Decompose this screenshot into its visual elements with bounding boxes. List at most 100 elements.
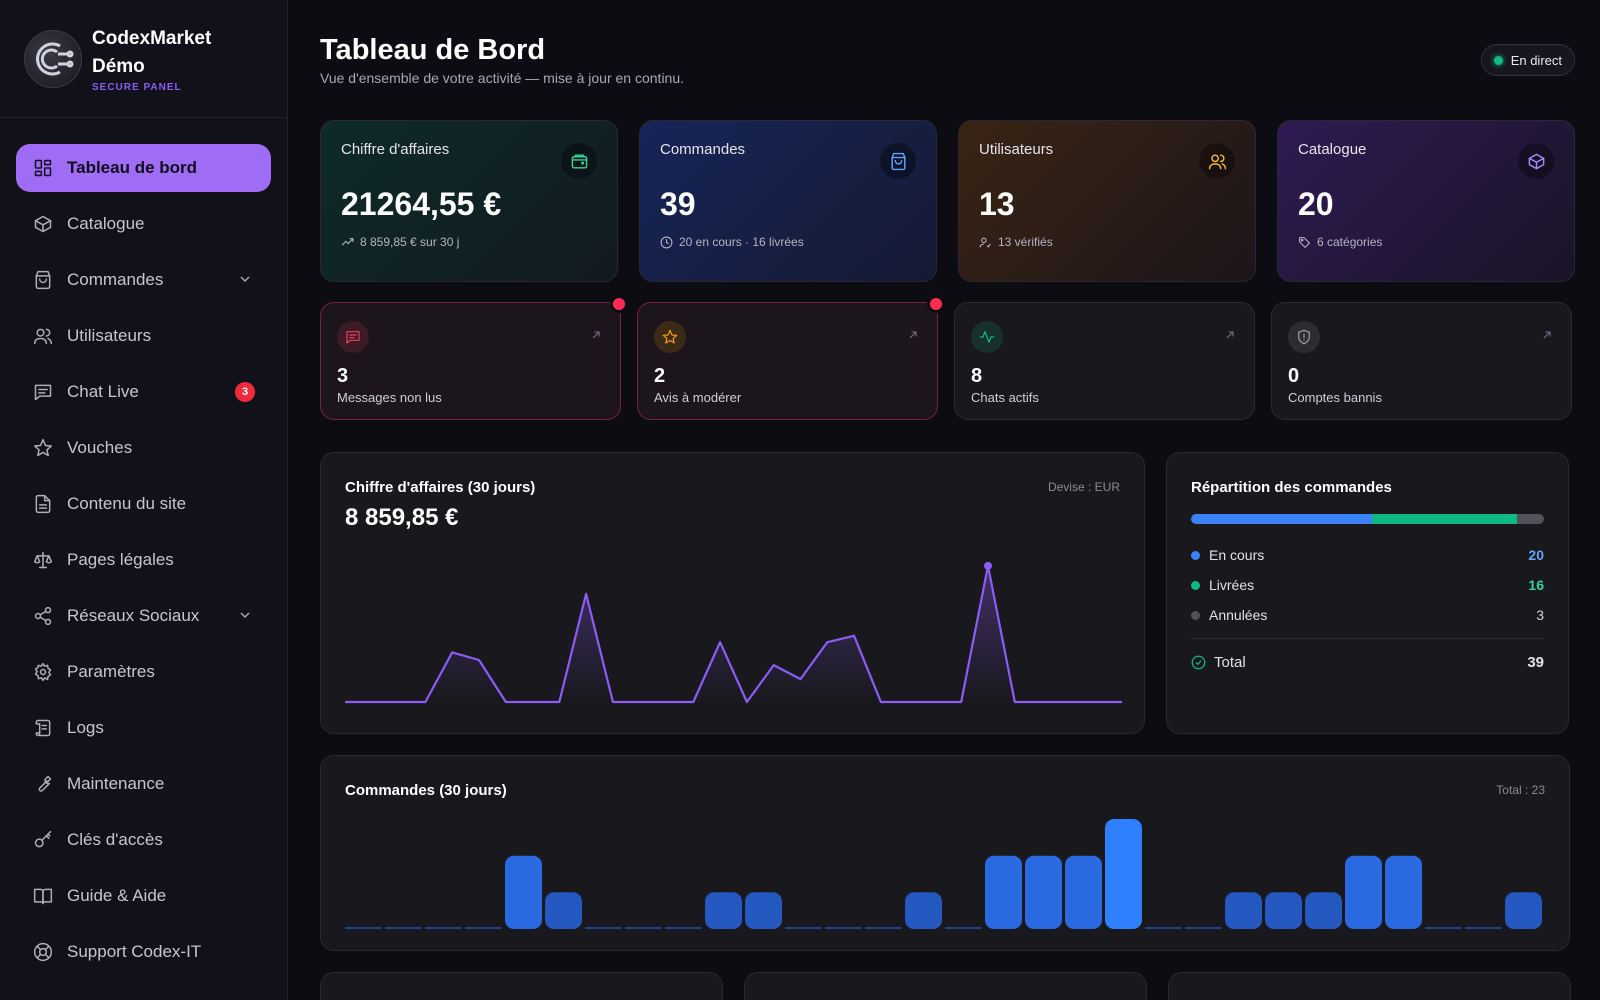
box-icon xyxy=(1518,143,1554,179)
sidebar-item-document[interactable]: Contenu du site xyxy=(16,480,271,528)
legend-label: Annulées xyxy=(1209,607,1268,623)
orders-bar[interactable] xyxy=(1145,927,1182,929)
revenue-total: 8 859,85 € xyxy=(345,504,459,531)
arrow-up-right-icon[interactable] xyxy=(1224,329,1236,341)
orders-bar[interactable] xyxy=(705,892,742,929)
sidebar-item-scroll[interactable]: Logs xyxy=(16,704,271,752)
orders-bar[interactable] xyxy=(1465,927,1502,929)
sidebar: CodexMarket Démo SECURE PANEL Tableau de… xyxy=(0,0,288,1000)
orders-bar[interactable] xyxy=(425,927,462,929)
orders-bar[interactable] xyxy=(1345,855,1382,929)
arrow-up-right-icon[interactable] xyxy=(590,329,602,341)
sidebar-item-star[interactable]: Vouches xyxy=(16,424,271,472)
orders-bar[interactable] xyxy=(1225,892,1262,929)
sidebar-item-label: Support Codex-IT xyxy=(67,942,202,961)
orders-bar[interactable] xyxy=(465,927,502,929)
sidebar-item-scale[interactable]: Pages légales xyxy=(16,536,271,584)
chevron-down-icon[interactable] xyxy=(237,271,253,287)
stat-label: Commandes xyxy=(660,141,746,158)
alert-card[interactable]: 3 Messages non lus xyxy=(320,295,628,420)
orders-bar[interactable] xyxy=(1105,819,1142,929)
users-icon xyxy=(1199,143,1235,179)
clock-icon xyxy=(660,236,673,248)
orders-bar[interactable] xyxy=(1185,927,1222,929)
bottom-panels xyxy=(320,972,1575,1000)
sidebar-item-label: Commandes xyxy=(67,270,164,289)
orders-bar[interactable] xyxy=(985,855,1022,929)
revenue-line xyxy=(345,564,1122,704)
stat-value: 20 xyxy=(1298,186,1334,222)
sidebar-item-chat[interactable]: Chat Live 3 xyxy=(16,368,271,416)
sidebar-item-dashboard[interactable]: Tableau de bord xyxy=(16,144,271,192)
stats-row: Chiffre d'affaires 21264,55 € 8 859,85 €… xyxy=(320,120,1575,282)
alert-value: 3 xyxy=(337,365,349,387)
orders-bar[interactable] xyxy=(1305,892,1342,929)
sidebar-item-label: Utilisateurs xyxy=(67,326,152,345)
revenue-point[interactable] xyxy=(984,561,993,570)
repartition-title: Répartition des commandes xyxy=(1191,479,1392,496)
alert-card[interactable]: 8 Chats actifs xyxy=(954,302,1255,420)
document-icon xyxy=(32,493,54,515)
sidebar-item-label: Logs xyxy=(67,718,104,737)
orders-bar[interactable] xyxy=(625,927,662,929)
alert-label: Avis à modérer xyxy=(654,390,742,405)
sidebar-item-users[interactable]: Utilisateurs xyxy=(16,312,271,360)
arrow-up-right-icon[interactable] xyxy=(1541,329,1553,341)
orders-bar[interactable] xyxy=(505,855,542,929)
sidebar-item-book[interactable]: Guide & Aide xyxy=(16,872,271,920)
notification-dot xyxy=(927,295,945,313)
orders-bar[interactable] xyxy=(545,892,582,929)
repartition-segment xyxy=(1516,514,1544,524)
sidebar-item-shopping-bag[interactable]: Commandes xyxy=(16,256,271,304)
revenue-title: Chiffre d'affaires (30 jours) xyxy=(345,479,536,496)
lifebuoy-icon xyxy=(32,941,54,963)
orders-bar[interactable] xyxy=(585,927,622,929)
repartition-legend: En cours 20 Livrées 16 Annulées 3 xyxy=(1191,540,1544,630)
check-circle-icon xyxy=(1191,655,1206,669)
orders-bar[interactable] xyxy=(1505,892,1542,929)
star-icon xyxy=(654,321,686,353)
orders-bar[interactable] xyxy=(1425,927,1462,929)
sidebar-item-lifebuoy[interactable]: Support Codex-IT xyxy=(16,928,271,976)
sidebar-item-gear[interactable]: Paramètres xyxy=(16,648,271,696)
arrow-up-right-icon[interactable] xyxy=(907,329,919,341)
orders-bar[interactable] xyxy=(785,927,822,929)
orders-bar[interactable] xyxy=(1385,855,1422,929)
stat-card[interactable]: Utilisateurs 13 13 vérifiés xyxy=(958,120,1256,282)
sidebar-item-box[interactable]: Catalogue xyxy=(16,200,271,248)
chevron-down-icon[interactable] xyxy=(237,607,253,623)
sidebar-item-wrench[interactable]: Maintenance xyxy=(16,760,271,808)
stat-card[interactable]: Chiffre d'affaires 21264,55 € 8 859,85 €… xyxy=(320,120,618,282)
orders-bar[interactable] xyxy=(945,927,982,929)
orders-bar[interactable] xyxy=(345,927,382,929)
sidebar-item-key[interactable]: Clés d'accès xyxy=(16,816,271,864)
legend-item: Annulées 3 xyxy=(1191,600,1544,630)
repartition-segment xyxy=(1372,514,1517,524)
orders-bar[interactable] xyxy=(385,927,422,929)
orders-bar[interactable] xyxy=(865,927,902,929)
orders-bar[interactable] xyxy=(1065,855,1102,929)
key-icon xyxy=(32,829,54,851)
alert-card[interactable]: 2 Avis à modérer xyxy=(637,295,945,420)
stat-card[interactable]: Commandes 39 20 en cours · 16 livrées xyxy=(639,120,937,282)
stat-label: Chiffre d'affaires xyxy=(341,141,450,158)
orders-bar[interactable] xyxy=(1025,855,1062,929)
legend-value: 20 xyxy=(1528,547,1544,563)
stat-card[interactable]: Catalogue 20 6 catégories xyxy=(1277,120,1575,282)
brand[interactable]: CodexMarket Démo SECURE PANEL xyxy=(0,0,287,118)
gear-icon xyxy=(32,661,54,683)
live-status-badge: En direct xyxy=(1480,44,1575,76)
sidebar-item-share[interactable]: Réseaux Sociaux xyxy=(16,592,271,640)
stat-value: 39 xyxy=(660,186,696,222)
orders-bar[interactable] xyxy=(825,927,862,929)
brand-name: CodexMarket Démo xyxy=(92,27,212,77)
orders-bar[interactable] xyxy=(745,892,782,929)
orders-bar[interactable] xyxy=(1265,892,1302,929)
page-header: Tableau de Bord Vue d'ensemble de votre … xyxy=(320,30,1575,120)
stat-label: Catalogue xyxy=(1298,141,1367,158)
alert-card[interactable]: 0 Comptes bannis xyxy=(1271,302,1572,420)
orders-bar[interactable] xyxy=(905,892,942,929)
repartition-segment xyxy=(1191,514,1373,524)
alert-label: Messages non lus xyxy=(337,390,442,405)
orders-bar[interactable] xyxy=(665,927,702,929)
